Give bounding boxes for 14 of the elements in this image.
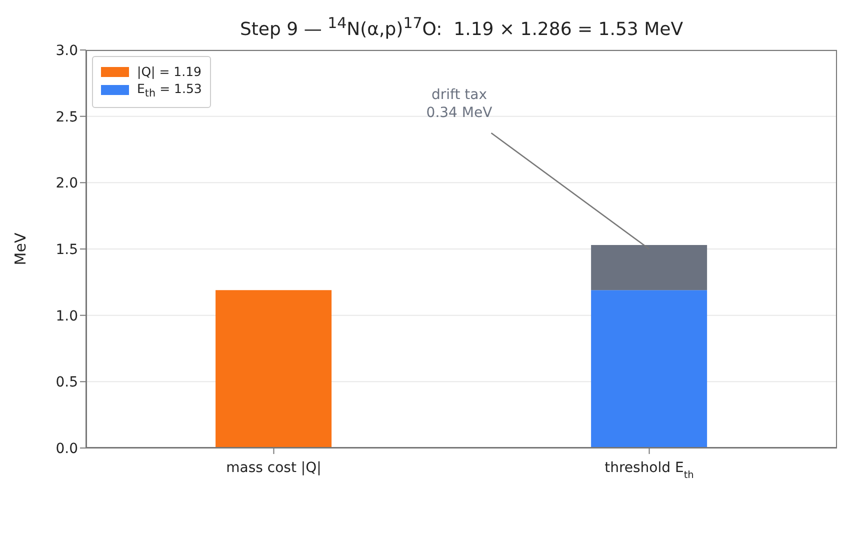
annotation: drift tax 0.34 MeV (426, 87, 493, 121)
y-tick-label: 3.0 (56, 42, 78, 59)
y-tick-label: 0.0 (56, 440, 78, 457)
y-axis-title: MeV (11, 232, 30, 266)
y-tick-label: 2.0 (56, 176, 78, 192)
chart-title: Step 9 — $^{14}$N(α,p)$^{17}$O: 1.19 × 1.286 = 1.53 MeV (238, 14, 684, 40)
x-tick-label: mass cost |Q| (226, 460, 322, 476)
y-tick-label: 1.5 (56, 242, 78, 258)
y-tick-label: 1.0 (56, 308, 78, 324)
y-tick-label: 0.5 (56, 374, 78, 391)
legend-label: |Q| = 1.19 (137, 64, 202, 79)
x-tick-label: threshold E$_{th}$ (604, 460, 694, 480)
legend-label: E$_{th}$ = 1.53 (137, 81, 202, 100)
y-tick-label: 2.5 (56, 109, 78, 126)
